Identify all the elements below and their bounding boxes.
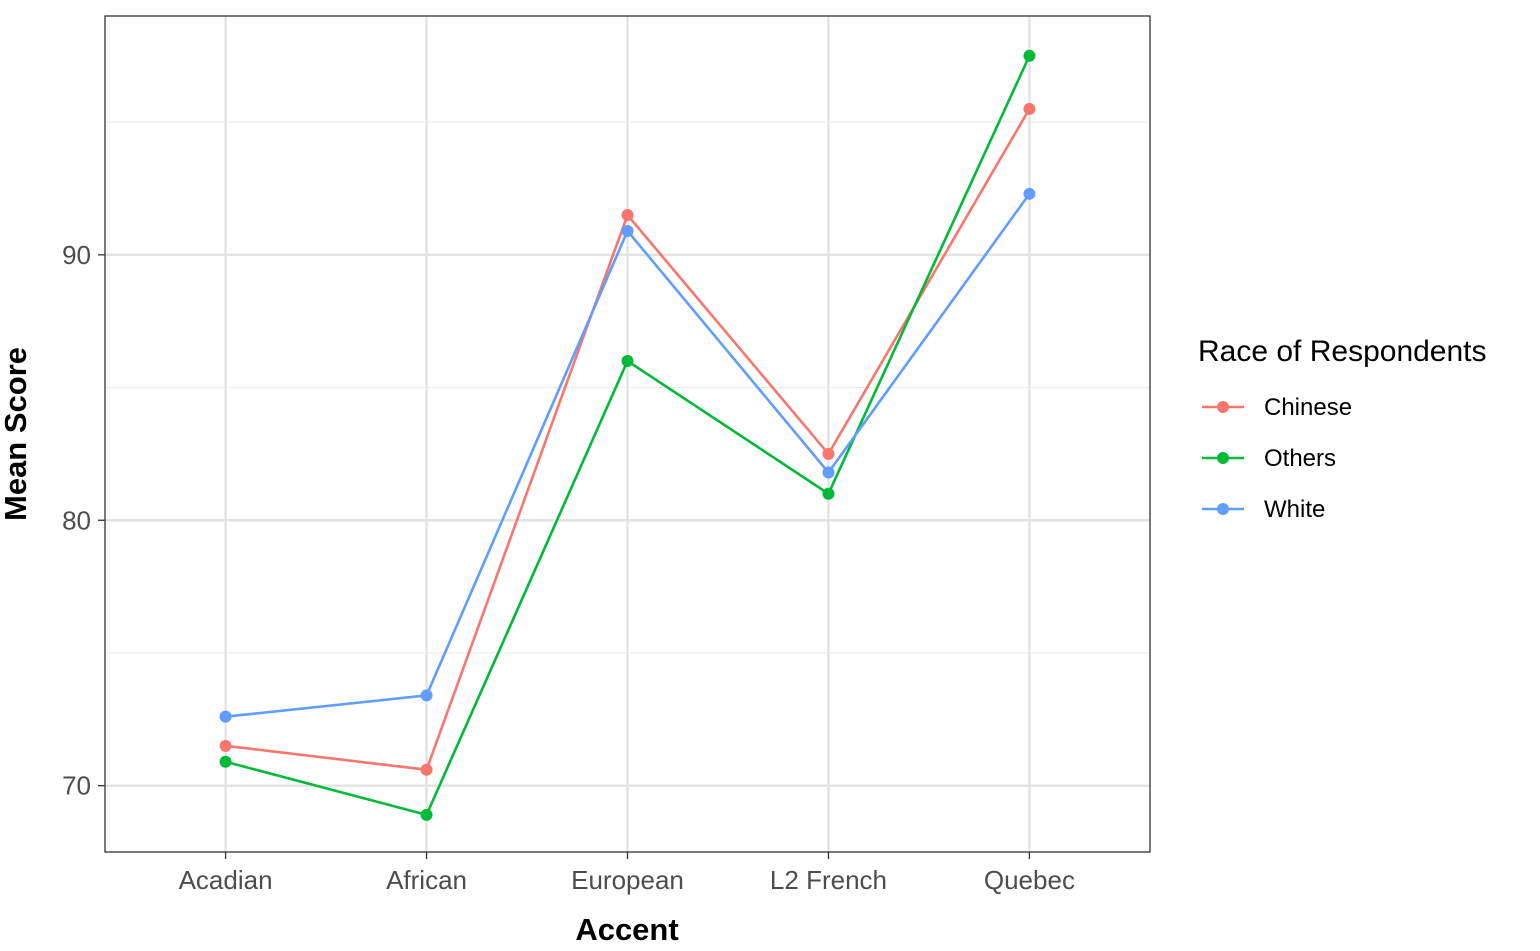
series-white — [219, 187, 1036, 723]
data-point — [822, 447, 835, 460]
x-tick-label: European — [571, 865, 684, 895]
x-tick-label: African — [386, 865, 467, 895]
legend-item-chinese: Chinese — [1202, 394, 1352, 421]
legend-key-point — [1217, 452, 1229, 464]
y-tick-label: 70 — [62, 771, 91, 801]
x-tick-label: L2 French — [770, 865, 887, 895]
panel-grid — [105, 16, 1150, 852]
data-point — [822, 466, 835, 479]
y-axis: 70 80 90 — [62, 240, 105, 801]
series-layer — [219, 49, 1036, 821]
data-point — [420, 689, 433, 702]
x-axis: Acadian African European L2 French Quebec — [179, 852, 1075, 895]
data-point — [1023, 187, 1036, 200]
legend-items: Chinese Others White — [1202, 394, 1352, 523]
data-point — [822, 487, 835, 500]
legend-label: Others — [1264, 445, 1336, 472]
legend-label: White — [1264, 496, 1325, 523]
data-point — [219, 739, 232, 752]
legend-label: Chinese — [1264, 394, 1352, 421]
data-point — [621, 355, 634, 368]
legend-key-point — [1217, 503, 1229, 515]
series-chinese — [219, 102, 1036, 776]
data-point — [621, 209, 634, 222]
data-point — [219, 755, 232, 768]
x-tick-label: Acadian — [179, 865, 273, 895]
x-axis-title: Accent — [575, 912, 678, 947]
x-tick-label: Quebec — [984, 865, 1075, 895]
y-axis-title: Mean Score — [0, 347, 33, 521]
data-point — [1023, 49, 1036, 62]
legend-item-others: Others — [1202, 445, 1336, 472]
data-point — [621, 224, 634, 237]
legend-key-point — [1217, 401, 1229, 413]
data-point — [420, 763, 433, 776]
data-point — [219, 710, 232, 723]
y-tick-label: 80 — [62, 505, 91, 535]
data-point — [420, 808, 433, 821]
data-point — [1023, 102, 1036, 115]
legend: Race of Respondents Chinese Others White — [1198, 335, 1487, 523]
legend-item-white: White — [1202, 496, 1325, 523]
y-tick-label: 90 — [62, 240, 91, 270]
series-others — [219, 49, 1036, 821]
legend-title: Race of Respondents — [1198, 335, 1487, 368]
